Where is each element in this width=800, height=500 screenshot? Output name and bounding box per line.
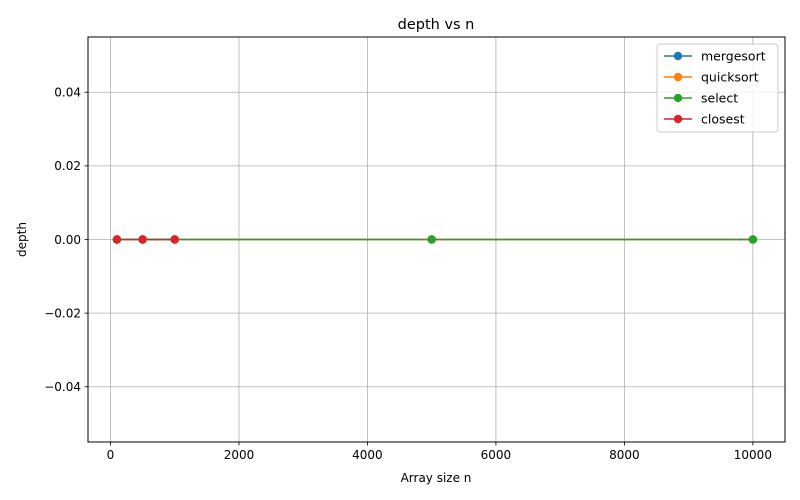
ticks: 0 2000 4000 6000 8000 10000 −0.04 −0.02 0.00 0.02… bbox=[44, 86, 772, 462]
x-axis-title: Array size n bbox=[401, 471, 472, 485]
x-tick-label: 2000 bbox=[224, 448, 255, 462]
data-point-select bbox=[748, 235, 758, 244]
legend-label: select bbox=[701, 91, 738, 106]
legend-item-quicksort: quicksort bbox=[664, 70, 759, 85]
chart-title: depth vs n bbox=[398, 17, 475, 33]
y-tick-label: 0.00 bbox=[54, 233, 81, 247]
legend-box bbox=[656, 43, 779, 133]
legend-label: closest bbox=[701, 112, 745, 127]
legend-marker bbox=[673, 51, 683, 61]
data-point-closest bbox=[112, 235, 122, 244]
x-tick-label: 4000 bbox=[352, 448, 383, 462]
legend-item-select: select bbox=[664, 91, 738, 106]
series-closest bbox=[112, 235, 179, 244]
x-tick-label: 8000 bbox=[609, 448, 640, 462]
data-point-select bbox=[427, 235, 436, 244]
data-point-closest bbox=[170, 235, 179, 244]
data-point-closest bbox=[138, 235, 147, 244]
x-tick-label: 6000 bbox=[481, 448, 512, 462]
series-layer bbox=[112, 235, 758, 244]
y-axis-title: depth bbox=[15, 222, 29, 257]
legend-marker bbox=[673, 93, 683, 103]
legend-marker bbox=[673, 114, 683, 124]
legend: mergesort quicksort select closest bbox=[656, 43, 779, 133]
legend-label: mergesort bbox=[701, 49, 766, 64]
x-tick-label: 10000 bbox=[734, 448, 772, 462]
x-tick-label: 0 bbox=[107, 448, 115, 462]
legend-label: quicksort bbox=[701, 70, 759, 85]
legend-item-closest: closest bbox=[664, 112, 745, 127]
y-tick-label: −0.04 bbox=[44, 380, 81, 394]
y-tick-label: 0.04 bbox=[54, 86, 81, 100]
y-tick-label: −0.02 bbox=[44, 306, 81, 320]
legend-marker bbox=[673, 72, 683, 82]
y-tick-label: 0.02 bbox=[54, 159, 81, 173]
legend-item-mergesort: mergesort bbox=[664, 49, 766, 64]
